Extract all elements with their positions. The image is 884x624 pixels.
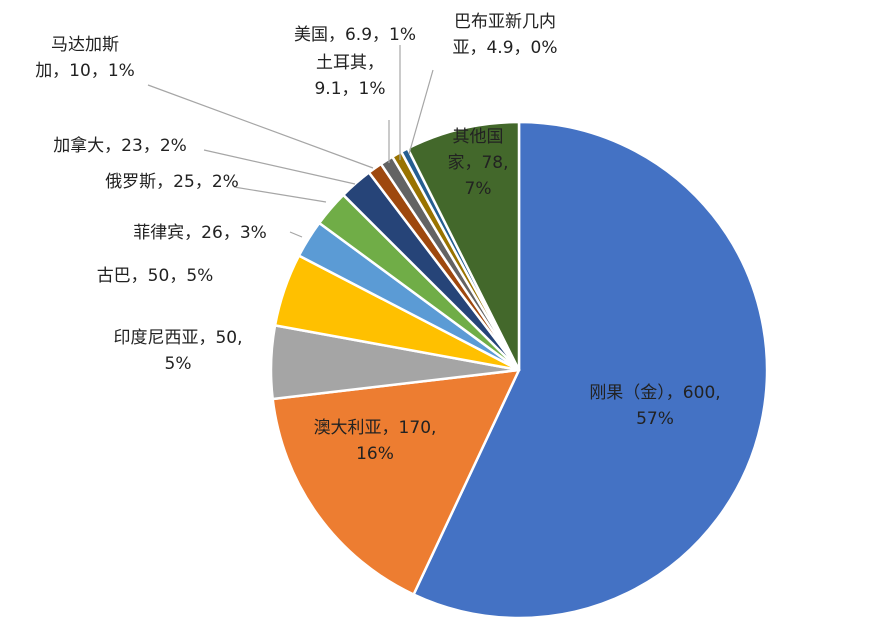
data-label-line: 9.1，1%	[314, 79, 385, 99]
data-label-line: 刚果（金），600,	[589, 383, 720, 403]
data-label-6: 俄罗斯，25，2%	[105, 172, 239, 192]
data-label-12: 其他国家，78, 7%	[447, 127, 508, 199]
data-label-line: 家，78,	[447, 153, 508, 173]
data-label-line: 亚，4.9，0%	[452, 38, 557, 58]
data-label-8: 马达加斯加，10，1%	[35, 35, 135, 81]
leader-line-11	[408, 69, 434, 155]
data-label-line: 57%	[636, 409, 674, 429]
data-label-7: 加拿大，23，2%	[53, 135, 187, 156]
data-label-line: 加拿大，23，2%	[53, 135, 187, 156]
data-label-5: 菲律宾，26，3%	[133, 223, 267, 243]
pie-slice-12	[406, 120, 521, 372]
data-label-line: 古巴，50，5%	[97, 266, 214, 286]
data-label-line: 7%	[465, 179, 492, 199]
pie-slice-2	[271, 368, 521, 596]
data-label-line: 16%	[356, 444, 394, 464]
data-label-line: 加，10，1%	[35, 61, 135, 81]
data-label-line: 马达加斯	[51, 35, 119, 55]
leader-lines	[147, 45, 434, 238]
leader-line-6	[233, 186, 327, 203]
data-label-line: 巴布亚新几内	[454, 12, 556, 32]
data-label-line: 美国，6.9，1%	[294, 25, 416, 45]
leader-line-5	[289, 231, 303, 238]
data-label-line: 俄罗斯，25，2%	[105, 172, 239, 192]
pie-slice-1	[412, 120, 769, 620]
data-label-4: 古巴，50，5%	[97, 266, 214, 286]
data-label-line: 菲律宾，26，3%	[133, 223, 267, 243]
data-label-line: 印度尼西亚，50,	[113, 328, 242, 348]
data-label-line: 澳大利亚，170,	[314, 418, 437, 438]
data-label-3: 印度尼西亚，50, 5%	[113, 328, 242, 374]
data-labels: 刚果（金），600, 57% 澳大利亚，170, 16% 印度尼西亚，50, 5% 古巴，5…	[35, 12, 720, 464]
data-label-line: 5%	[165, 354, 192, 374]
data-label-line: 土耳其，	[316, 53, 384, 73]
data-label-1: 刚果（金），600, 57%	[589, 383, 720, 429]
data-label-11: 巴布亚新几内亚，4.9，0%	[452, 12, 557, 58]
data-label-2: 澳大利亚，170, 16%	[314, 418, 437, 464]
data-label-line: 其他国	[453, 127, 504, 147]
data-label-9: 土耳其， 9.1，1%	[314, 53, 385, 99]
pie-slices	[269, 120, 769, 620]
leader-line-8	[147, 84, 374, 169]
leader-line-7	[203, 149, 356, 185]
data-label-10: 美国，6.9，1%	[294, 25, 416, 45]
